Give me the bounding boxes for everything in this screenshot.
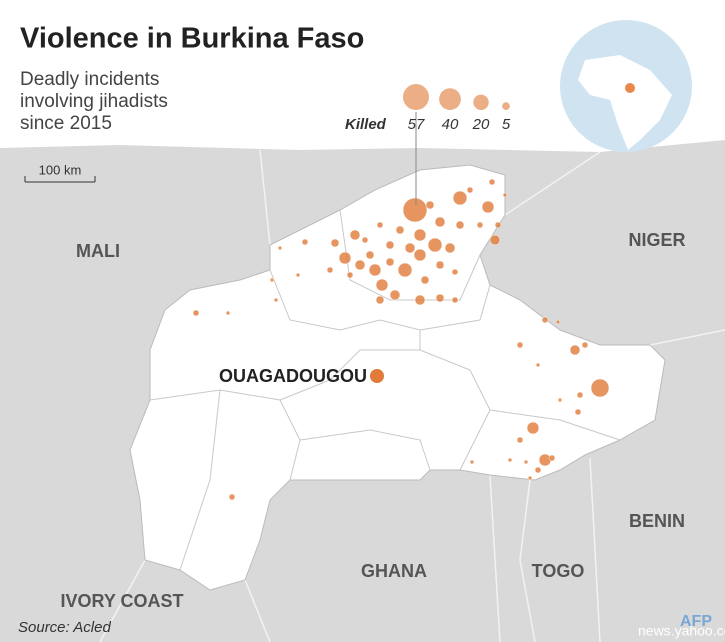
incident (502, 192, 508, 198)
incident (354, 259, 366, 271)
incident-dots (192, 178, 610, 501)
subtitle: involving jihadists (20, 91, 168, 112)
city-dot (370, 369, 384, 383)
incident (330, 238, 340, 248)
incident (385, 257, 395, 267)
incident (346, 271, 354, 279)
source: Source: Acled (18, 619, 111, 636)
incident (535, 362, 541, 368)
legend-bubble (439, 88, 461, 110)
incident (494, 221, 502, 229)
incident (548, 454, 556, 462)
title: Violence in Burkina Faso (20, 23, 364, 55)
legend-value: 57 (408, 116, 425, 133)
incident (451, 268, 459, 276)
country-label: GHANA (361, 561, 427, 581)
country-label: BENIN (629, 511, 685, 531)
city-label: OUAGADOUGOU (219, 366, 367, 386)
incident (402, 197, 428, 223)
incident (569, 344, 581, 356)
incident (365, 250, 375, 260)
burkina-faso (129, 164, 666, 591)
scale-label: 100 km (39, 162, 82, 177)
incident (466, 186, 474, 194)
credit: AFP (680, 613, 712, 630)
country-label: IVORY COAST (60, 591, 183, 611)
incident (434, 216, 446, 228)
incident (476, 221, 484, 229)
incident (397, 262, 413, 278)
legend-value: 5 (502, 116, 511, 133)
incident (273, 297, 279, 303)
legend-bubble (403, 84, 429, 110)
incident (526, 421, 540, 435)
incident (451, 296, 459, 304)
incident (425, 200, 435, 210)
incident (228, 493, 236, 501)
subtitle: since 2015 (20, 113, 112, 134)
incident (590, 378, 610, 398)
incident (469, 459, 475, 465)
africa (578, 55, 672, 150)
incident (538, 453, 552, 467)
incident (326, 266, 334, 274)
incident (507, 457, 513, 463)
incident (455, 220, 465, 230)
incident (413, 228, 427, 242)
incident (581, 341, 589, 349)
incident (295, 272, 301, 278)
incident (269, 277, 275, 283)
country-label: TOGO (532, 561, 585, 581)
legend-bubble (502, 102, 510, 110)
incident (576, 391, 584, 399)
incident (395, 225, 405, 235)
incident (523, 459, 529, 465)
incident (376, 221, 384, 229)
incident (413, 248, 427, 262)
incident (527, 475, 533, 481)
incident (368, 263, 382, 277)
incident (534, 466, 542, 474)
incident (444, 242, 456, 254)
subtitle: Deadly incidents (20, 69, 159, 90)
incident (488, 178, 496, 186)
incident (385, 240, 395, 250)
incident (414, 294, 426, 306)
incident (557, 397, 563, 403)
incident (375, 295, 385, 305)
legend-bubble (473, 94, 489, 110)
incident (375, 278, 389, 292)
country-label: NIGER (628, 230, 685, 250)
incident (489, 234, 501, 246)
incident (452, 190, 468, 206)
incident (225, 310, 231, 316)
legend-value: 40 (442, 116, 459, 133)
incident (516, 341, 524, 349)
watermark: news.yahoo.com (638, 623, 725, 639)
incident (435, 293, 445, 303)
incident (349, 229, 361, 241)
incident (541, 316, 549, 324)
locator (625, 83, 635, 93)
incident (277, 245, 283, 251)
country-label: MALI (76, 241, 120, 261)
incident (435, 260, 445, 270)
incident (574, 408, 582, 416)
incident (481, 200, 495, 214)
incident (192, 309, 200, 317)
incident (420, 275, 430, 285)
incident (404, 242, 416, 254)
borders (99, 149, 725, 642)
legend-value: 20 (472, 116, 490, 133)
legend-label: Killed (345, 116, 387, 133)
incident (361, 236, 369, 244)
incident (555, 319, 561, 325)
incident (427, 237, 443, 253)
incident (389, 289, 401, 301)
incident (338, 251, 352, 265)
incident (301, 238, 309, 246)
incident (516, 436, 524, 444)
